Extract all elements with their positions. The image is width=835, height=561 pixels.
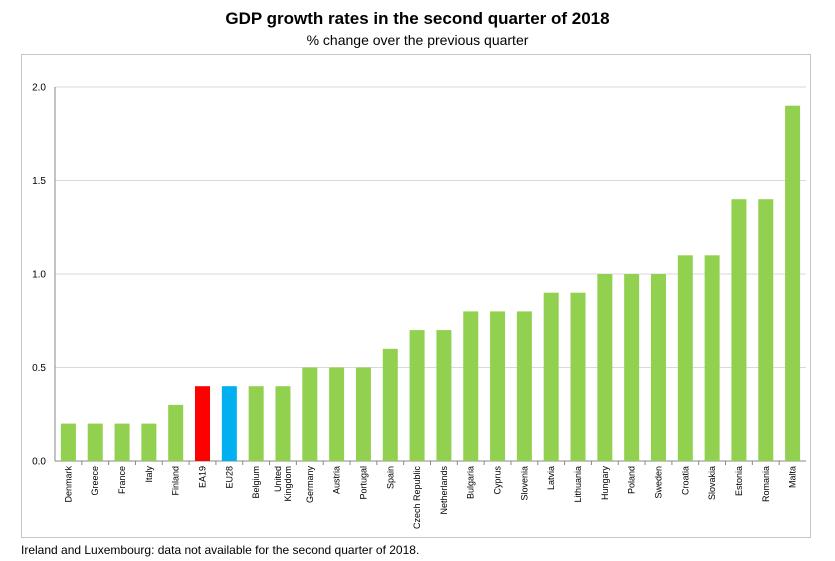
bar-france xyxy=(114,423,130,461)
bar-cyprus xyxy=(490,311,506,461)
bar-croatia xyxy=(677,255,693,461)
x-tick-label: Greece xyxy=(90,466,100,496)
x-tick-label: Estonia xyxy=(734,466,744,496)
x-tick-label: Portugal xyxy=(358,466,368,500)
x-tick-label: Bulgaria xyxy=(466,466,476,499)
bar-malta xyxy=(785,105,801,461)
y-tick-label: 0.5 xyxy=(32,363,46,374)
bar-lithuania xyxy=(570,292,586,461)
bar-netherlands xyxy=(436,330,452,461)
x-tick-label: Spain xyxy=(385,466,395,489)
bar-germany xyxy=(302,367,318,461)
x-tick-label: Lithuania xyxy=(573,466,583,503)
x-tick-label: Netherlands xyxy=(439,466,449,515)
x-tick-label: Belgium xyxy=(251,466,261,499)
bar-poland xyxy=(624,274,640,461)
bar-finland xyxy=(168,404,184,461)
bar-spain xyxy=(382,348,398,461)
bar-ea19 xyxy=(195,386,211,461)
y-tick-label: 2.0 xyxy=(32,83,46,94)
x-tick-label: Latvia xyxy=(546,466,556,490)
chart-subtitle: % change over the previous quarter xyxy=(306,32,529,48)
x-tick-label: Germany xyxy=(305,466,315,504)
x-tick-label: Austria xyxy=(332,466,342,494)
x-tick-label: Poland xyxy=(627,466,637,494)
bar-portugal xyxy=(355,367,371,461)
bar-czech-republic xyxy=(409,330,425,461)
x-tick-label: Italy xyxy=(144,466,154,483)
x-tick-label: Czech Republic xyxy=(412,466,422,530)
bar-romania xyxy=(758,199,774,461)
y-tick-label: 1.5 xyxy=(32,176,46,187)
footnote: Ireland and Luxembourg: data not availab… xyxy=(21,543,420,557)
bar-greece xyxy=(87,423,103,461)
y-tick-label: 0.0 xyxy=(32,457,46,468)
x-tick-label: Slovakia xyxy=(707,466,717,500)
bar-belgium xyxy=(248,386,264,461)
x-tick-label: Sweden xyxy=(653,466,663,499)
bar-hungary xyxy=(597,274,613,461)
y-tick-label: 1.0 xyxy=(32,270,46,281)
chart-title: GDP growth rates in the second quarter o… xyxy=(225,9,610,28)
bar-sweden xyxy=(650,274,666,461)
bar-italy xyxy=(141,423,157,461)
x-tick-label: Slovenia xyxy=(519,466,529,501)
x-tick-label: Romania xyxy=(761,466,771,502)
bar-latvia xyxy=(543,292,559,461)
x-tick-label: Cyprus xyxy=(493,466,503,495)
bar-slovenia xyxy=(516,311,532,461)
bar-united-kingdom xyxy=(275,386,291,461)
x-tick-label: France xyxy=(117,466,127,494)
x-tick-label: Croatia xyxy=(680,466,690,495)
x-tick-label: EU28 xyxy=(224,466,234,489)
bar-eu28 xyxy=(221,386,237,461)
x-tick-label: UnitedKingdom xyxy=(273,466,293,502)
x-tick-label: Hungary xyxy=(600,466,610,501)
x-tick-label: Malta xyxy=(788,466,798,488)
bar-bulgaria xyxy=(463,311,479,461)
x-tick-label: EA19 xyxy=(198,466,208,488)
x-tick-label: Finland xyxy=(171,466,181,496)
bar-estonia xyxy=(731,199,747,461)
bar-slovakia xyxy=(704,255,720,461)
bar-denmark xyxy=(60,423,76,461)
bar-austria xyxy=(329,367,345,461)
x-tick-label: Denmark xyxy=(63,466,73,503)
chart-frame xyxy=(21,54,811,538)
